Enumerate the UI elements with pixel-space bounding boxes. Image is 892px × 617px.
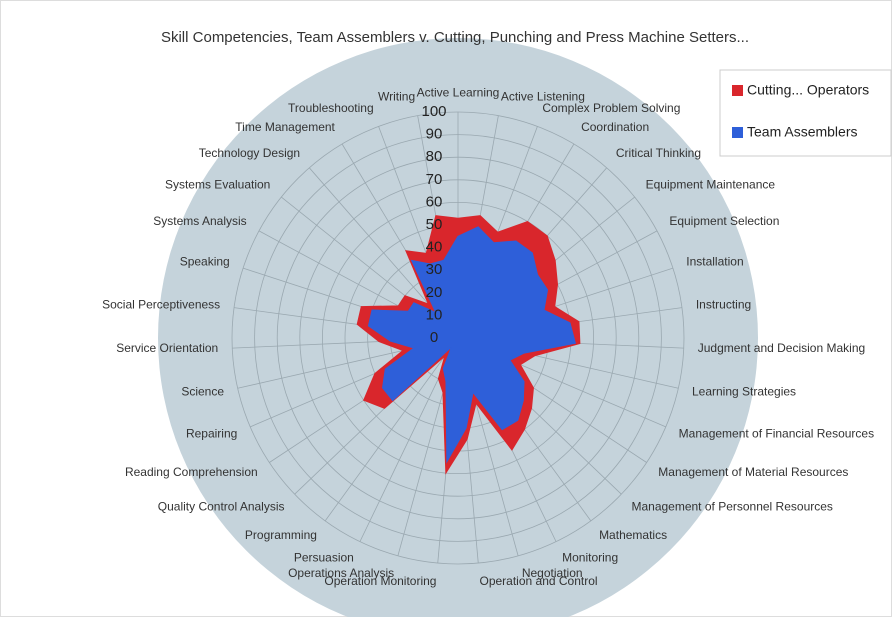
legend-swatch (732, 85, 743, 96)
category-label: Persuasion (294, 551, 354, 565)
legend-label: Team Assemblers (747, 124, 857, 140)
category-label: Writing (378, 89, 415, 103)
category-label: Speaking (180, 255, 230, 269)
category-label: Instructing (696, 297, 751, 311)
category-label: Negotiation (522, 566, 583, 580)
category-label: Time Management (235, 120, 335, 134)
r-tick-label: 80 (426, 148, 443, 165)
r-tick-label: 50 (426, 216, 443, 233)
category-label: Management of Financial Resources (679, 426, 874, 440)
category-label: Active Learning (417, 85, 500, 99)
grid-spoke (324, 337, 459, 522)
r-tick-label: 60 (426, 193, 443, 210)
category-label: Systems Evaluation (165, 178, 270, 192)
r-tick-label: 0 (430, 329, 438, 346)
category-label: Management of Personnel Resources (631, 499, 832, 513)
category-label: Operation and Control (480, 574, 598, 588)
category-label: Complex Problem Solving (542, 101, 680, 115)
category-label: Monitoring (562, 551, 618, 565)
r-tick-label: 100 (421, 103, 446, 120)
category-label: Programming (245, 528, 317, 542)
category-label: Technology Design (199, 146, 300, 160)
category-label: Equipment Maintenance (646, 178, 776, 192)
r-tick-label: 20 (426, 284, 443, 301)
r-tick-label: 70 (426, 171, 443, 188)
legend (719, 69, 892, 157)
category-label: Operation Monitoring (324, 574, 436, 588)
r-tick-label: 10 (426, 306, 443, 323)
r-tick-label: 40 (426, 239, 443, 256)
category-label: Installation (686, 255, 743, 269)
category-label: Service Orientation (116, 341, 218, 355)
category-label: Repairing (186, 426, 237, 440)
category-label: Troubleshooting (288, 101, 374, 115)
category-label: Critical Thinking (616, 146, 701, 160)
category-label: Operations Analysis (288, 566, 394, 580)
legend-label: Cutting... Operators (747, 82, 869, 98)
category-label: Learning Strategies (692, 385, 796, 399)
series-area (367, 226, 577, 464)
category-label: Quality Control Analysis (158, 499, 285, 513)
category-label: Equipment Selection (669, 214, 779, 228)
category-label: Systems Analysis (153, 214, 246, 228)
r-tick-label: 90 (426, 126, 443, 143)
category-label: Management of Material Resources (658, 465, 848, 479)
chart-title: Skill Competencies, Team Assemblers v. C… (161, 29, 749, 46)
category-label: Coordination (581, 120, 649, 134)
category-label: Mathematics (599, 528, 667, 542)
category-label: Reading Comprehension (125, 465, 258, 479)
category-label: Social Perceptiveness (102, 297, 220, 311)
legend-swatch (732, 127, 743, 138)
r-tick-label: 30 (426, 261, 443, 278)
category-label: Active Listening (501, 89, 585, 103)
category-label: Science (181, 385, 224, 399)
category-label: Judgment and Decision Making (698, 341, 865, 355)
